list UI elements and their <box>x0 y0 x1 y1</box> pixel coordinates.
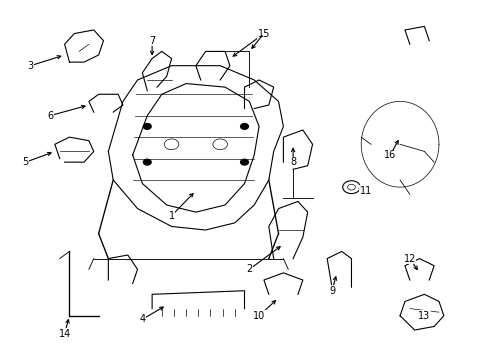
Text: 7: 7 <box>149 36 155 46</box>
Text: 16: 16 <box>384 150 396 160</box>
Text: 11: 11 <box>359 186 371 196</box>
Text: 9: 9 <box>328 286 334 296</box>
Text: 6: 6 <box>47 111 53 121</box>
Text: 2: 2 <box>246 264 252 274</box>
Text: 15: 15 <box>257 28 269 39</box>
Circle shape <box>240 159 248 165</box>
Circle shape <box>143 123 151 129</box>
Text: 8: 8 <box>289 157 296 167</box>
Text: 3: 3 <box>27 61 34 71</box>
Text: 13: 13 <box>417 311 429 321</box>
Circle shape <box>240 123 248 129</box>
Text: 12: 12 <box>403 253 415 264</box>
Circle shape <box>143 159 151 165</box>
Text: 1: 1 <box>168 211 174 221</box>
Text: 4: 4 <box>139 314 145 324</box>
Text: 5: 5 <box>22 157 29 167</box>
Text: 14: 14 <box>59 329 71 339</box>
Text: 10: 10 <box>252 311 264 321</box>
